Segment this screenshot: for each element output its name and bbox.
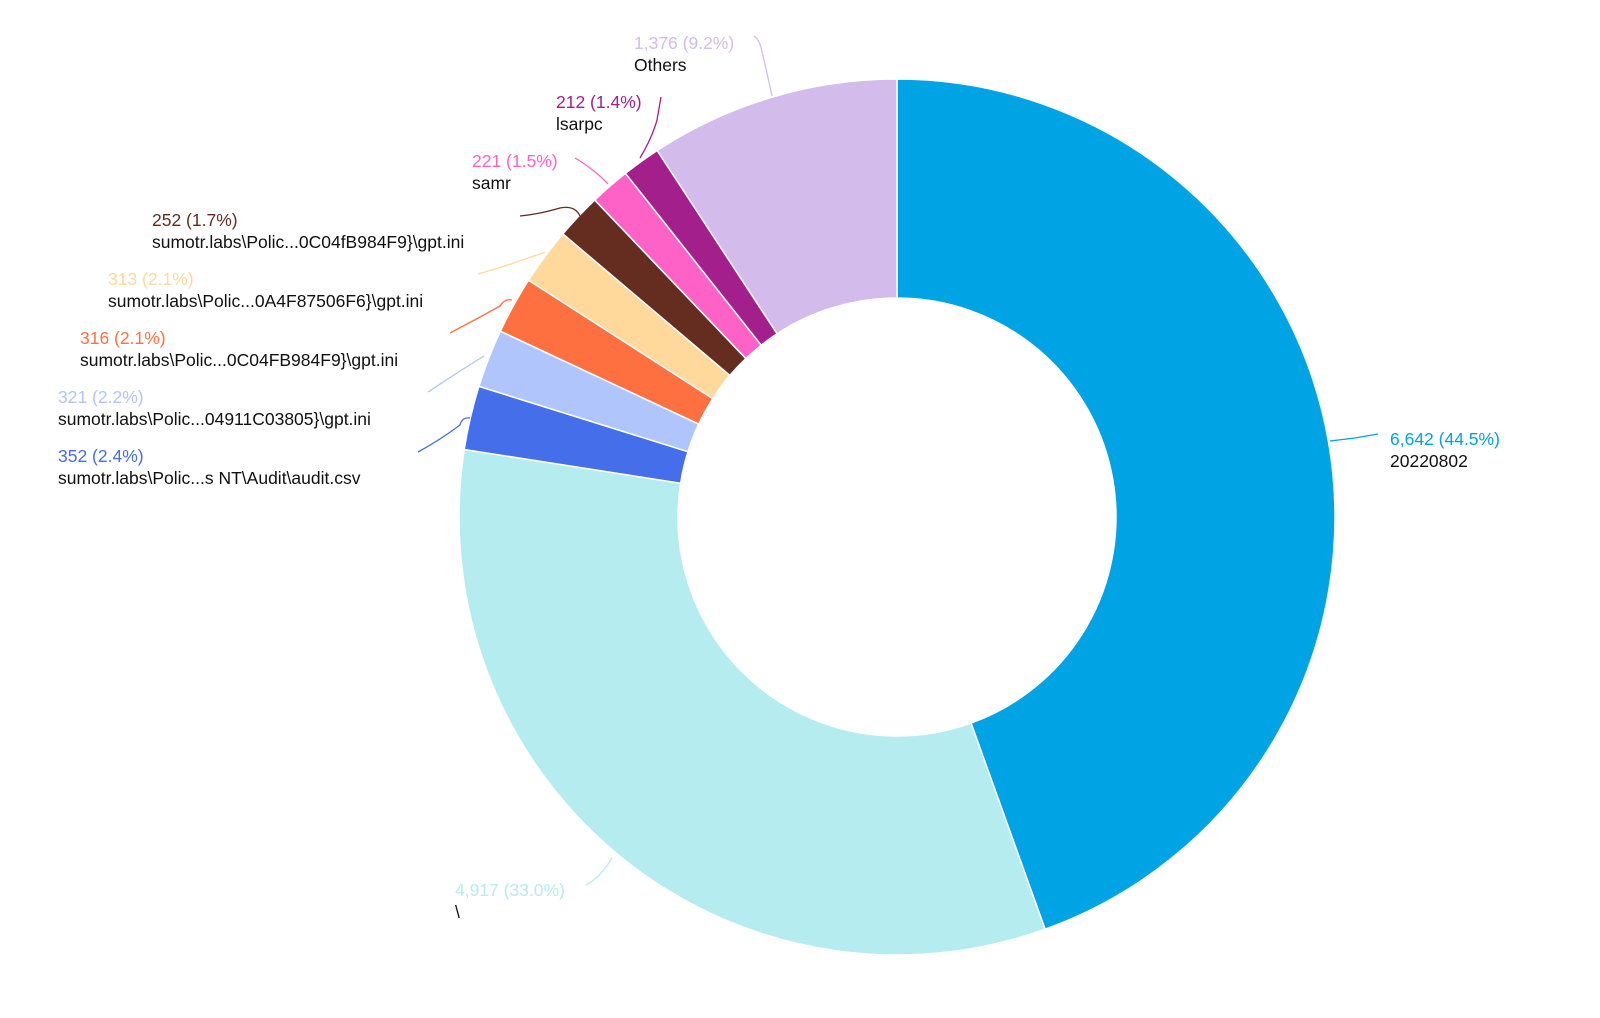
leader-line-sumotr-labs-polic-s-nt-audit-audit-csv-2 [417,417,471,453]
slice-20220802-0 [896,78,1336,931]
leader-line-sumotr-labs-polic-0c04fb984f9-gpt-ini-4 [449,298,513,334]
value-label-sumotr-labs-polic-s-nt-audit-audit-csv-2: 352 (2.4%) [58,446,144,466]
name-label-sumotr-labs-polic-0a4f87506f6-gpt-ini-5: sumotr.labs\Polic...0A4F87506F6}\gpt.ini [108,291,423,311]
leader-line-sumotr-labs-polic-0a4f87506f6-gpt-ini-5 [477,251,546,275]
leader-line-root-1 [585,857,613,886]
slice-root-1 [458,448,1047,956]
value-label-sumotr-labs-polic-0c04fb984f9-gpt-ini-6: 252 (1.7%) [152,210,238,230]
leader-line-20220802-0 [1329,433,1379,442]
slice-others-9 [656,78,898,335]
donut-slices [458,78,1336,956]
value-label-20220802-0: 6,642 (44.5%) [1390,429,1500,449]
leader-line-others-9 [753,35,773,97]
value-label-sumotr-labs-polic-0a4f87506f6-gpt-ini-5: 313 (2.1%) [108,269,194,289]
name-label-samr-7: samr [472,173,511,193]
name-label-others-9: Others [634,55,687,75]
name-label-sumotr-labs-polic-0c04fb984f9-gpt-ini-4: sumotr.labs\Polic...0C04FB984F9}\gpt.ini [80,350,398,370]
value-label-root-1: 4,917 (33.0%) [455,880,565,900]
leader-line-sumotr-labs-polic-0c04fb984f9-gpt-ini-6 [519,206,581,217]
leader-line-lsarpc-8 [639,96,662,159]
name-label-lsarpc-8: lsarpc [556,114,603,134]
name-label-sumotr-labs-polic-04911c03805-gpt-ini-3: sumotr.labs\Polic...04911C03805}\gpt.ini [58,409,371,429]
name-label-sumotr-labs-polic-0c04fb984f9-gpt-ini-6: sumotr.labs\Polic...0C04fB984F9}\gpt.ini [152,232,464,252]
name-label-20220802-0: 20220802 [1390,451,1468,471]
value-label-lsarpc-8: 212 (1.4%) [556,92,642,112]
value-label-samr-7: 221 (1.5%) [472,151,558,171]
name-label-sumotr-labs-polic-s-nt-audit-audit-csv-2: sumotr.labs\Polic...s NT\Audit\audit.csv [58,468,361,488]
value-label-others-9: 1,376 (9.2%) [634,33,734,53]
leader-line-sumotr-labs-polic-04911c03805-gpt-ini-3 [427,355,485,393]
leader-line-samr-7 [574,157,609,185]
value-label-sumotr-labs-polic-04911c03805-gpt-ini-3: 321 (2.2%) [58,387,144,407]
leader-lines [417,35,1379,886]
value-label-sumotr-labs-polic-0c04fb984f9-gpt-ini-4: 316 (2.1%) [80,328,166,348]
slice-labels: 6,642 (44.5%)20220802 4,917 (33.0%)\ 352 (… [58,33,1500,922]
name-label-root-1: \ [455,902,460,922]
